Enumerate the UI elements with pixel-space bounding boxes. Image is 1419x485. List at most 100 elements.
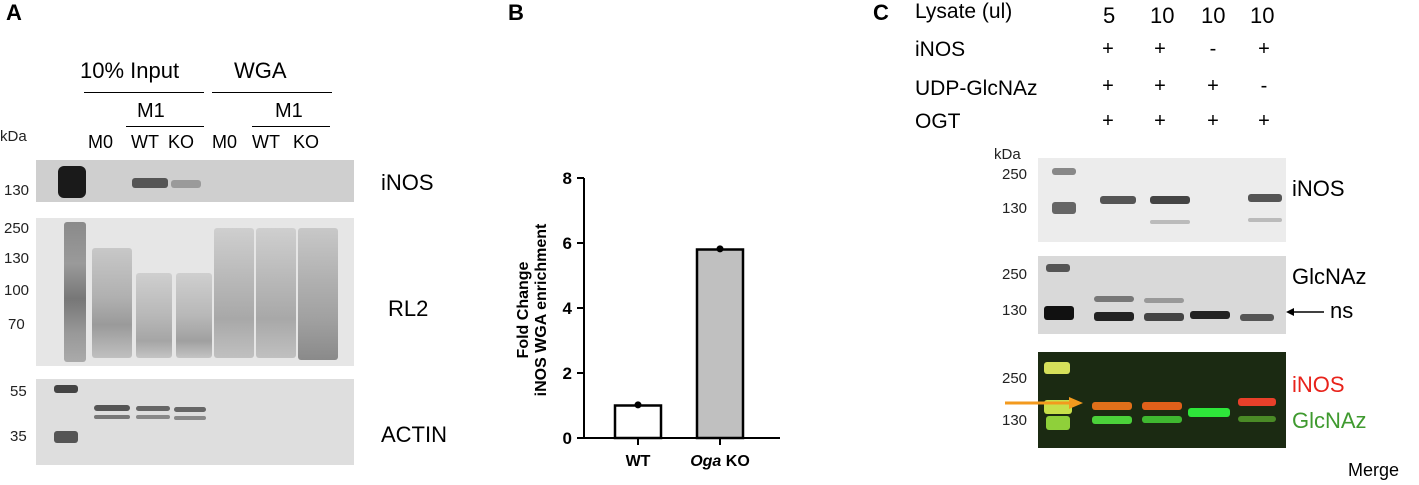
y-tick-label: 6 <box>563 234 572 253</box>
blot-a-rl2 <box>36 218 354 366</box>
m1-wga-label: M1 <box>275 100 303 122</box>
blot-label-glcnaz: GlcNAz <box>1292 264 1367 289</box>
protein-band <box>1150 196 1190 204</box>
protein-band <box>1100 196 1136 204</box>
ns-arrow-icon <box>1286 308 1324 316</box>
protein-band <box>1092 402 1132 410</box>
protein-band <box>1190 311 1230 319</box>
protein-band <box>92 248 132 358</box>
panel-c-letter: C <box>873 0 889 25</box>
ladder-band <box>64 222 86 362</box>
condition-value: + <box>1102 110 1114 132</box>
protein-band <box>214 228 254 358</box>
blot-c-glcnaz <box>1038 256 1286 334</box>
lane-label: KO <box>168 132 195 152</box>
protein-band <box>1144 313 1184 321</box>
protein-band <box>1094 296 1134 302</box>
condition-value: + <box>1154 75 1166 97</box>
protein-band <box>1144 298 1184 303</box>
mw-marker: 70 <box>8 316 25 333</box>
kda-label: kDa <box>0 128 27 145</box>
ladder-band <box>54 385 78 393</box>
ladder-band <box>1046 264 1070 272</box>
protein-band <box>1094 312 1134 321</box>
lane-label: WT <box>252 132 280 152</box>
panel-b-letter: B <box>508 0 524 25</box>
blot-label-actin: ACTIN <box>381 422 447 447</box>
blot-label-inos: iNOS <box>1292 176 1345 201</box>
condition-name: Lysate (ul) <box>915 0 1013 23</box>
condition-value: + <box>1154 110 1166 132</box>
lane-label: KO <box>293 132 320 152</box>
condition-value: + <box>1207 75 1219 97</box>
protein-band <box>136 273 172 358</box>
protein-band <box>132 178 168 188</box>
blot-a-actin <box>36 379 354 465</box>
mw-marker: 130 <box>1002 412 1028 429</box>
merge-caption: Merge <box>1348 460 1400 480</box>
y-tick-label: 0 <box>563 429 572 448</box>
mw-marker: 100 <box>4 282 30 299</box>
protein-band <box>1142 416 1182 423</box>
protein-band <box>1188 408 1230 417</box>
x-tick-label: Oga KO <box>690 453 750 470</box>
protein-band <box>136 415 170 419</box>
mw-marker: 130 <box>1002 302 1028 319</box>
condition-value: - <box>1260 75 1268 97</box>
condition-value: + <box>1154 38 1166 60</box>
protein-band <box>171 180 201 188</box>
bar <box>695 248 745 440</box>
panel-a-letter: A <box>6 0 22 25</box>
condition-value: + <box>1207 110 1219 132</box>
mw-marker: 250 <box>1002 166 1028 183</box>
lane-label: M0 <box>88 132 114 152</box>
orange-arrow-icon <box>1005 397 1083 409</box>
protein-band <box>174 416 206 420</box>
m1-input-line <box>126 126 204 127</box>
group-input-line <box>84 92 204 93</box>
protein-band <box>176 273 212 358</box>
m1-input-label: M1 <box>137 100 165 122</box>
ladder-band <box>1052 168 1076 175</box>
ladder-band <box>1044 362 1070 374</box>
mw-marker: 35 <box>10 428 27 445</box>
y-axis-label-line2: iNOS WGA enrichment <box>533 223 550 396</box>
blot-c-merge <box>1038 352 1286 448</box>
ladder-band <box>1044 306 1074 320</box>
protein-band <box>174 407 206 412</box>
m1-wga-line <box>252 126 330 127</box>
condition-value: - <box>1209 38 1217 60</box>
mw-marker: 250 <box>1002 266 1028 283</box>
condition-value: 10 <box>1250 3 1275 28</box>
lane-label: WT <box>131 132 159 152</box>
x-tick-label: WT <box>626 453 651 470</box>
mw-marker: 250 <box>4 220 30 237</box>
condition-value: 10 <box>1150 3 1175 28</box>
protein-band <box>1238 398 1276 406</box>
ladder-band <box>1046 416 1070 430</box>
ladder-band <box>54 431 78 443</box>
condition-value: + <box>1102 38 1114 60</box>
merge-label-glcnaz: GlcNAz <box>1292 408 1367 433</box>
blot-label-inos: iNOS <box>381 170 434 195</box>
mw-marker: 130 <box>1002 200 1028 217</box>
protein-band <box>1240 314 1274 321</box>
protein-band <box>256 228 296 358</box>
fold-change-chart: 0 2 4 6 8 WT Oga KO Fold Change iNOS WGA enri… <box>515 169 780 470</box>
kda-label: kDa <box>994 146 1021 163</box>
condition-name: iNOS <box>915 38 966 61</box>
protein-band <box>1248 218 1282 222</box>
ladder-band <box>1052 202 1076 214</box>
protein-band <box>1248 194 1282 202</box>
y-axis-label-line1: Fold Change <box>515 261 532 358</box>
y-tick-label: 4 <box>563 299 573 318</box>
mw-marker: 130 <box>4 250 30 267</box>
blot-c-inos <box>1038 158 1286 242</box>
data-point <box>716 245 724 253</box>
mw-marker: 130 <box>4 182 30 199</box>
blot-label-rl2: RL2 <box>388 296 429 321</box>
condition-value: + <box>1258 110 1270 132</box>
group-wga-label: WGA <box>234 58 287 83</box>
protein-band <box>94 415 130 419</box>
bar <box>613 404 663 440</box>
